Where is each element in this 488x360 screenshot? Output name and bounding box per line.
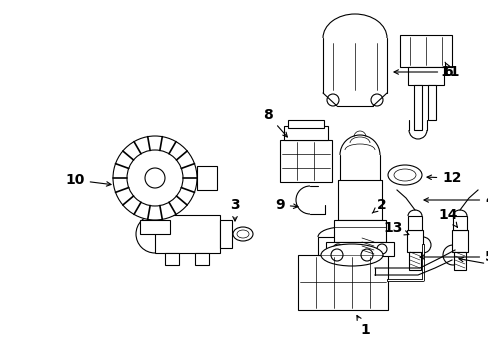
Bar [337, 180, 381, 187]
Text: 13: 13 [383, 221, 408, 235]
Text: 8: 8 [263, 108, 287, 137]
Circle shape [332, 244, 342, 254]
Bar [338, 188, 380, 195]
Bar [407, 67, 443, 85]
Text: 6: 6 [393, 65, 452, 79]
Bar [220, 220, 231, 248]
Ellipse shape [393, 169, 415, 181]
Bar [340, 204, 378, 211]
Bar [155, 215, 220, 253]
Circle shape [113, 136, 197, 220]
Circle shape [330, 249, 342, 261]
Bar [325, 242, 393, 256]
Bar [406, 230, 422, 252]
Text: 11: 11 [439, 62, 459, 79]
Text: 10: 10 [65, 173, 111, 187]
Text: 7: 7 [458, 257, 488, 272]
Bar [195, 253, 208, 265]
Bar [280, 140, 331, 182]
Ellipse shape [320, 244, 382, 266]
Bar [287, 120, 324, 128]
Bar [453, 252, 465, 270]
Bar [359, 210, 375, 238]
Bar [399, 35, 451, 67]
Text: 14: 14 [437, 208, 457, 227]
Ellipse shape [232, 227, 252, 241]
Text: 2: 2 [371, 198, 386, 213]
Bar [333, 220, 385, 242]
Circle shape [414, 237, 430, 253]
Text: 1: 1 [356, 315, 369, 337]
Circle shape [326, 94, 338, 106]
Ellipse shape [387, 165, 421, 185]
Bar [337, 180, 381, 220]
Bar [341, 212, 377, 219]
Bar [407, 216, 421, 230]
Text: 4: 4 [423, 193, 488, 207]
Bar [358, 188, 376, 198]
Circle shape [442, 245, 462, 265]
Bar [427, 85, 435, 120]
Bar [408, 252, 420, 270]
Circle shape [145, 168, 164, 188]
Text: 12: 12 [426, 171, 461, 185]
Circle shape [127, 150, 183, 206]
Bar [452, 216, 466, 230]
Circle shape [376, 244, 386, 254]
Bar [451, 230, 467, 252]
Bar [197, 166, 217, 190]
Circle shape [370, 94, 382, 106]
Bar [413, 85, 421, 130]
Bar [140, 220, 170, 234]
Ellipse shape [237, 230, 248, 238]
Text: 3: 3 [230, 198, 239, 221]
Bar [317, 237, 367, 255]
Bar [362, 198, 372, 210]
Bar [297, 255, 387, 310]
Text: 9: 9 [275, 198, 297, 212]
Bar [339, 196, 379, 203]
Bar [164, 253, 179, 265]
Text: 5: 5 [419, 250, 488, 264]
Circle shape [360, 249, 372, 261]
Bar [284, 126, 327, 140]
